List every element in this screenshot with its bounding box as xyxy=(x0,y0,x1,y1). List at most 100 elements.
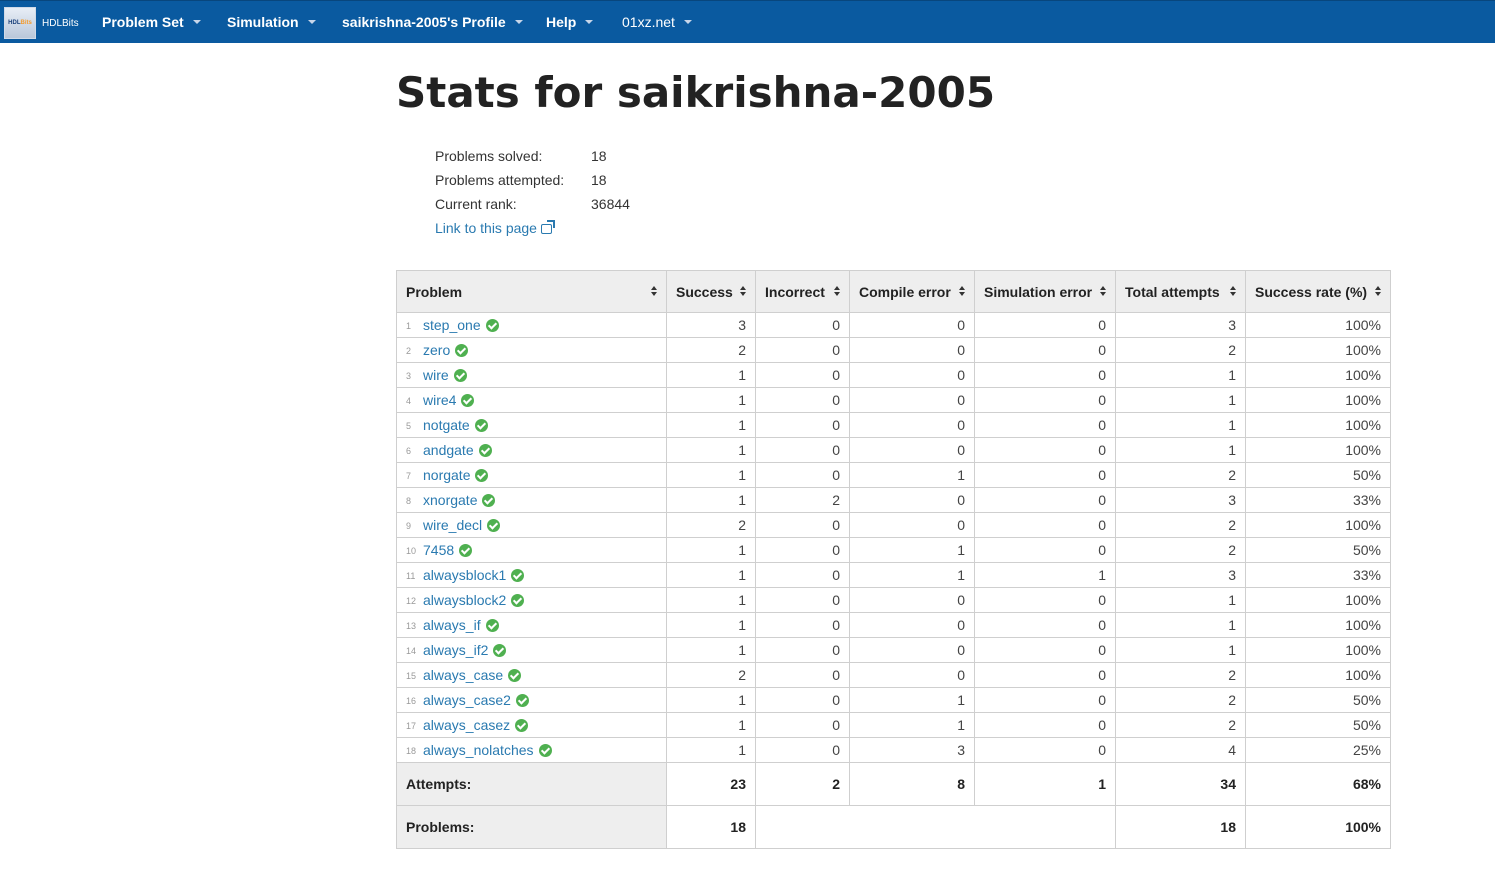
compile-error-cell: 1 xyxy=(849,712,975,738)
total-attempts-cell: 1 xyxy=(1115,387,1246,413)
col-header-label: Simulation error xyxy=(984,283,1093,300)
problem-link[interactable]: 7458 xyxy=(423,542,455,558)
total-attempts-cell: 2 xyxy=(1115,712,1246,738)
success-rate-cell: 100% xyxy=(1245,612,1391,638)
nav-01xz[interactable]: 01xz.net xyxy=(622,1,692,43)
total-attempts-cell: 1 xyxy=(1115,587,1246,613)
problem-link[interactable]: andgate xyxy=(423,442,474,458)
problem-link[interactable]: notgate xyxy=(423,417,470,433)
problem-link[interactable]: zero xyxy=(423,342,451,358)
success-rate-cell: 50% xyxy=(1245,687,1391,713)
attempts-rate: 68% xyxy=(1245,762,1391,806)
table-row: 15 always_case 2 0 0 0 2 100% xyxy=(396,662,1391,688)
check-circle-icon xyxy=(487,519,501,532)
problem-link[interactable]: always_case xyxy=(423,667,504,683)
col-header-success-rate[interactable]: Success rate (%) xyxy=(1245,270,1391,313)
chevron-down-icon xyxy=(307,20,316,25)
success-rate-cell: 100% xyxy=(1245,587,1391,613)
attempts-total-row: Attempts: 23 2 8 1 34 68% xyxy=(396,762,1391,806)
problem-cell: 5 notgate xyxy=(396,412,667,438)
simulation-error-cell: 0 xyxy=(974,512,1116,538)
attempts-total: 34 xyxy=(1115,762,1246,806)
incorrect-cell: 0 xyxy=(755,312,850,338)
check-circle-icon xyxy=(511,594,525,607)
col-header-success[interactable]: Success xyxy=(666,270,756,313)
nav-profile[interactable]: saikrishna-2005's Profile xyxy=(342,1,523,43)
row-number: 4 xyxy=(406,396,412,406)
success-rate-cell: 25% xyxy=(1245,737,1391,763)
hdlbits-logo[interactable]: HDL Bits HDLBits xyxy=(4,5,82,41)
logo-text: HDLBits xyxy=(42,17,79,29)
success-cell: 1 xyxy=(666,637,756,663)
problem-link[interactable]: alwaysblock2 xyxy=(423,592,507,608)
problem-link[interactable]: always_if2 xyxy=(423,642,489,658)
row-number: 1 xyxy=(406,321,412,331)
success-cell: 2 xyxy=(666,337,756,363)
compile-error-cell: 0 xyxy=(849,612,975,638)
simulation-error-cell: 0 xyxy=(974,637,1116,663)
table-row: 10 7458 1 0 1 0 2 50% xyxy=(396,537,1391,563)
table-row: 16 always_case2 1 0 1 0 2 50% xyxy=(396,687,1391,713)
col-header-label: Success xyxy=(676,283,733,300)
problem-link[interactable]: always_if xyxy=(423,617,481,633)
table-row: 14 always_if2 1 0 0 0 1 100% xyxy=(396,637,1391,663)
simulation-error-cell: 0 xyxy=(974,312,1116,338)
simulation-error-cell: 0 xyxy=(974,662,1116,688)
success-rate-cell: 100% xyxy=(1245,337,1391,363)
problem-cell: 11 alwaysblock1 xyxy=(396,562,667,588)
success-cell: 1 xyxy=(666,362,756,388)
check-circle-icon xyxy=(485,319,499,332)
problem-link[interactable]: always_nolatches xyxy=(423,742,534,758)
table-row: 9 wire_decl 2 0 0 0 2 100% xyxy=(396,512,1391,538)
rank-label: Current rank: xyxy=(435,196,517,212)
nav-problem-set[interactable]: Problem Set xyxy=(102,1,201,43)
problem-link[interactable]: always_casez xyxy=(423,717,511,733)
chevron-down-icon xyxy=(585,20,594,25)
nav-simulation[interactable]: Simulation xyxy=(227,1,316,43)
compile-error-cell: 0 xyxy=(849,437,975,463)
simulation-error-cell: 0 xyxy=(974,412,1116,438)
simulation-error-cell: 0 xyxy=(974,687,1116,713)
compile-error-cell: 0 xyxy=(849,512,975,538)
problem-link[interactable]: wire_decl xyxy=(423,517,483,533)
link-to-page[interactable]: Link to this page xyxy=(435,216,555,240)
col-header-simulation-error[interactable]: Simulation error xyxy=(974,270,1116,313)
total-attempts-cell: 2 xyxy=(1115,462,1246,488)
table-row: 5 notgate 1 0 0 0 1 100% xyxy=(396,412,1391,438)
simulation-error-cell: 0 xyxy=(974,462,1116,488)
success-rate-cell: 50% xyxy=(1245,462,1391,488)
check-circle-icon xyxy=(453,369,467,382)
problem-link[interactable]: wire xyxy=(423,367,449,383)
success-cell: 2 xyxy=(666,662,756,688)
check-circle-icon xyxy=(459,544,473,557)
problem-link[interactable]: wire4 xyxy=(423,392,457,408)
table-header-row: Problem Success Incorrect Compile error … xyxy=(396,270,1391,313)
problem-link[interactable]: alwaysblock1 xyxy=(423,567,507,583)
total-attempts-cell: 2 xyxy=(1115,687,1246,713)
attempted-label: Problems attempted: xyxy=(435,172,565,188)
solved-label: Problems solved: xyxy=(435,148,543,164)
row-number: 18 xyxy=(406,746,417,756)
compile-error-cell: 0 xyxy=(849,487,975,513)
col-header-label: Success rate (%) xyxy=(1255,283,1368,300)
problem-link[interactable]: always_case2 xyxy=(423,692,511,708)
problem-link[interactable]: xnorgate xyxy=(423,492,478,508)
col-header-problem[interactable]: Problem xyxy=(396,270,667,313)
nav-help[interactable]: Help xyxy=(546,1,594,43)
incorrect-cell: 0 xyxy=(755,362,850,388)
sort-icon xyxy=(1100,286,1108,298)
success-rate-cell: 100% xyxy=(1245,387,1391,413)
problem-cell: 15 always_case xyxy=(396,662,667,688)
col-header-incorrect[interactable]: Incorrect xyxy=(755,270,850,313)
col-header-compile-error[interactable]: Compile error xyxy=(849,270,975,313)
problem-link[interactable]: step_one xyxy=(423,317,481,333)
col-header-label: Total attempts xyxy=(1125,283,1220,300)
problem-link[interactable]: norgate xyxy=(423,467,471,483)
problem-cell: 18 always_nolatches xyxy=(396,737,667,763)
success-cell: 3 xyxy=(666,312,756,338)
problem-cell: 14 always_if2 xyxy=(396,637,667,663)
check-circle-icon xyxy=(508,669,522,682)
col-header-total-attempts[interactable]: Total attempts xyxy=(1115,270,1246,313)
row-number: 16 xyxy=(406,696,417,706)
incorrect-cell: 0 xyxy=(755,637,850,663)
